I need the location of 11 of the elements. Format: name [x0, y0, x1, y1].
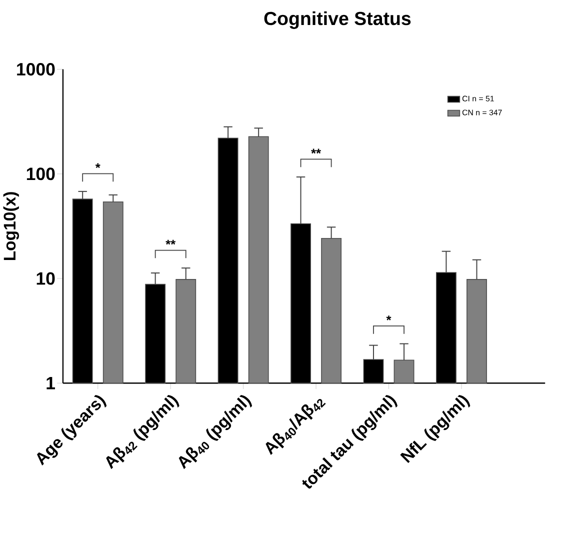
x-tick-label: Aβ$_{40}$/Aβ$_{42}$: [266, 399, 326, 456]
y-axis-title: Log10(x): [3, 192, 19, 260]
chart-title: Cognitive Status: [264, 12, 411, 30]
y-tick-label: 10: [36, 272, 55, 286]
annotation: *: [95, 164, 100, 168]
annotation: **: [166, 240, 176, 245]
y-tick-label: 1: [46, 377, 55, 390]
annotation: *: [386, 316, 392, 321]
annotation: **: [311, 149, 322, 154]
y-tick-label: 1000: [17, 63, 55, 76]
y-tick-label: 100: [26, 168, 55, 180]
